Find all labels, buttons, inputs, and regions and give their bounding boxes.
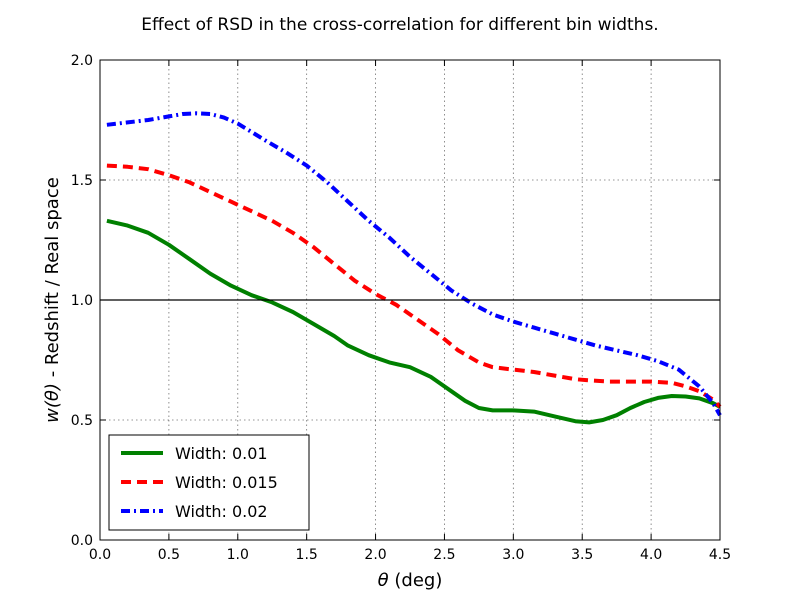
x-tick-label: 4.5 [709,547,731,563]
x-tick-label: 4.0 [640,547,662,563]
y-tick-label: 0.0 [71,533,93,549]
series-layer [106,111,722,425]
y-axis-symbol: w(θ) [42,383,63,423]
chart-title: Effect of RSD in the cross-correlation f… [141,15,658,35]
legend: Width: 0.01 Width: 0.015 Width: 0.02 [108,434,310,531]
y-tick-label: 1.5 [71,173,93,189]
axis-ticks: 0.0 0.5 1.0 1.5 2.0 2.5 3.0 3.5 4.0 4.5 0.0 0.5 1.0 1… [71,53,731,563]
x-axis-symbol: θ [378,570,389,591]
series-line-2 [106,111,722,417]
x-tick-label: 1.0 [227,547,249,563]
y-tick-label: 1.0 [71,293,93,309]
y-axis-label: w(θ) - Redshift / Real space [42,177,63,423]
x-tick-label: 2.0 [364,547,386,563]
x-axis-label: θ (deg) [378,570,443,591]
x-tick-label: 0.5 [158,547,180,563]
legend-label-width-002: Width: 0.02 [175,502,268,521]
series-line-0 [106,218,721,425]
y-tick-label: 2.0 [71,53,93,69]
legend-label-width-001: Width: 0.01 [175,444,268,463]
y-axis-rest: - Redshift / Real space [42,177,63,383]
x-tick-label: 0.0 [89,547,111,563]
x-axis-unit: (deg) [389,570,443,591]
y-tick-label: 0.5 [71,413,93,429]
x-tick-label: 3.0 [502,547,524,563]
x-tick-label: 1.5 [296,547,318,563]
x-tick-label: 2.5 [433,547,455,563]
x-tick-label: 3.5 [571,547,593,563]
legend-label-width-0015: Width: 0.015 [175,473,278,492]
series-line-1 [106,163,722,409]
